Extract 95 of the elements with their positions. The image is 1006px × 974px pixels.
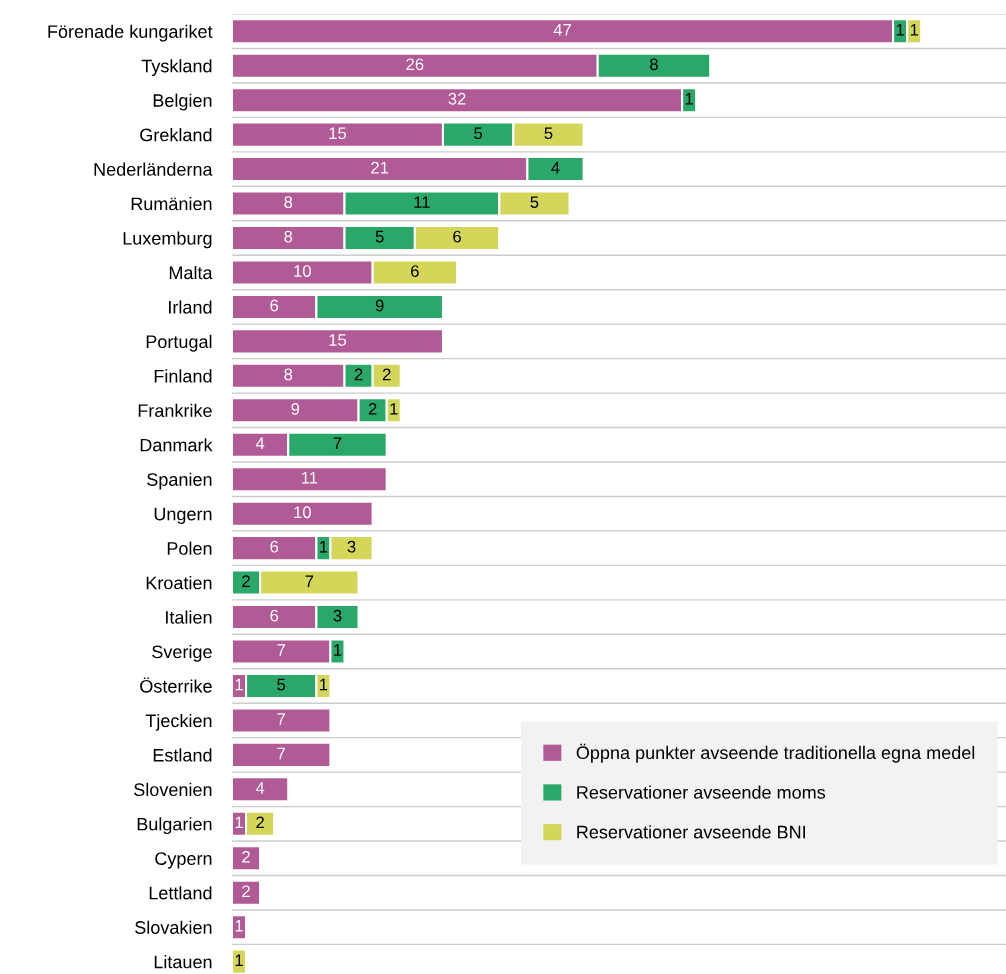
y-tick-label: Grekland bbox=[140, 128, 212, 142]
y-tick-label: Spanien bbox=[147, 472, 212, 490]
data-label: 1 bbox=[320, 540, 328, 553]
legend-label: Öppna punkter avseende traditionella egna medel bbox=[576, 743, 975, 763]
bar bbox=[231, 776, 290, 803]
data-label: 15 bbox=[329, 127, 347, 140]
data-label: 10 bbox=[294, 506, 311, 519]
y-tick-label: Cypern bbox=[155, 852, 212, 869]
data-label: 11 bbox=[414, 196, 430, 208]
y-tick-label: Slovenien bbox=[134, 782, 212, 797]
data-label: 2 bbox=[242, 885, 250, 898]
y-tick-label: Bulgarien bbox=[137, 817, 212, 835]
data-label: 8 bbox=[284, 196, 293, 209]
y-tick-label: Ungern bbox=[154, 507, 212, 524]
data-label: 1 bbox=[235, 816, 243, 829]
y-tick-label: Slovakien bbox=[135, 920, 212, 934]
data-label: 47 bbox=[553, 24, 571, 36]
data-label: 2 bbox=[382, 368, 391, 381]
data-label: 2 bbox=[368, 402, 377, 415]
y-tick-label: Malta bbox=[169, 265, 213, 280]
data-label: 4 bbox=[255, 437, 265, 450]
data-label: 9 bbox=[375, 299, 384, 312]
y-tick-label: Tjeckien bbox=[145, 713, 212, 731]
data-label: 7 bbox=[305, 575, 314, 587]
y-tick-label: Belgien bbox=[153, 93, 212, 111]
data-label: 8 bbox=[284, 230, 293, 243]
y-tick-label: Irland bbox=[169, 300, 212, 314]
data-label: 7 bbox=[333, 437, 342, 450]
data-label: 8 bbox=[650, 58, 658, 71]
data-label: 9 bbox=[291, 402, 300, 415]
data-label: 1 bbox=[320, 678, 328, 691]
legend-label: Reservationer avseende moms bbox=[577, 785, 826, 799]
data-label: 6 bbox=[270, 540, 279, 553]
y-tick-label: Portugal bbox=[146, 334, 212, 352]
data-label: 1 bbox=[235, 678, 243, 691]
y-tick-label: Tyskland bbox=[141, 59, 212, 76]
bar bbox=[231, 914, 248, 941]
data-label: 5 bbox=[544, 127, 553, 140]
data-label: 1 bbox=[235, 920, 243, 932]
data-label: 3 bbox=[333, 609, 342, 622]
y-tick-label: Sverige bbox=[152, 644, 212, 662]
y-tick-label: Lettland bbox=[149, 886, 212, 900]
data-label: 5 bbox=[277, 678, 286, 691]
y-tick-label: Danmark bbox=[140, 438, 213, 452]
data-label: 3 bbox=[347, 540, 356, 553]
data-label: 1 bbox=[390, 403, 398, 415]
bar bbox=[231, 500, 374, 527]
data-label: 2 bbox=[242, 850, 250, 863]
y-tick-label: Polen bbox=[167, 541, 212, 555]
data-label: 7 bbox=[277, 713, 286, 725]
data-label: 1 bbox=[235, 954, 243, 966]
data-label: 5 bbox=[375, 230, 384, 243]
data-label: 4 bbox=[255, 782, 265, 794]
data-label: 1 bbox=[334, 644, 342, 656]
data-label: 1 bbox=[896, 24, 904, 36]
y-tick-label: Kroatien bbox=[146, 576, 212, 590]
data-label: 15 bbox=[329, 334, 347, 346]
data-label: 6 bbox=[453, 230, 461, 243]
y-tick-label: Österrike bbox=[140, 677, 212, 693]
data-label: 11 bbox=[301, 472, 318, 484]
data-label: 10 bbox=[294, 265, 311, 277]
y-tick-label: Litauen bbox=[154, 955, 212, 969]
bar bbox=[231, 845, 262, 872]
data-label: 26 bbox=[406, 58, 424, 71]
data-label: 2 bbox=[256, 816, 264, 829]
y-tick-label: Finland bbox=[154, 369, 212, 383]
bar bbox=[231, 948, 248, 974]
data-label: 7 bbox=[277, 747, 286, 760]
data-label: 2 bbox=[242, 575, 250, 587]
y-tick-label: Förenade kungariket bbox=[48, 24, 213, 42]
bar bbox=[231, 328, 445, 355]
y-tick-label: Italien bbox=[166, 610, 212, 624]
data-label: 21 bbox=[371, 161, 389, 174]
bar bbox=[231, 707, 332, 734]
data-label: 2 bbox=[354, 368, 363, 381]
data-label: 6 bbox=[270, 299, 279, 312]
data-label: 6 bbox=[411, 265, 419, 277]
bar bbox=[231, 466, 388, 493]
y-tick-label: Nederländerna bbox=[94, 162, 213, 176]
bar bbox=[231, 879, 262, 906]
data-label: 8 bbox=[284, 368, 293, 381]
legend-label: Reservationer avseende BNI bbox=[577, 825, 805, 839]
data-label: 4 bbox=[551, 161, 560, 174]
data-label: 5 bbox=[474, 127, 483, 140]
bar bbox=[231, 741, 332, 768]
data-label: 1 bbox=[685, 93, 693, 105]
data-label: 32 bbox=[448, 92, 466, 105]
y-tick-label: Estland bbox=[153, 748, 212, 762]
data-label: 1 bbox=[910, 24, 919, 36]
data-label: 7 bbox=[277, 644, 286, 656]
data-label: 6 bbox=[270, 609, 279, 622]
data-label: 5 bbox=[530, 196, 539, 209]
y-tick-label: Luxemburg bbox=[123, 231, 212, 249]
y-tick-label: Frankrike bbox=[138, 403, 212, 418]
y-tick-label: Rumänien bbox=[131, 197, 212, 211]
